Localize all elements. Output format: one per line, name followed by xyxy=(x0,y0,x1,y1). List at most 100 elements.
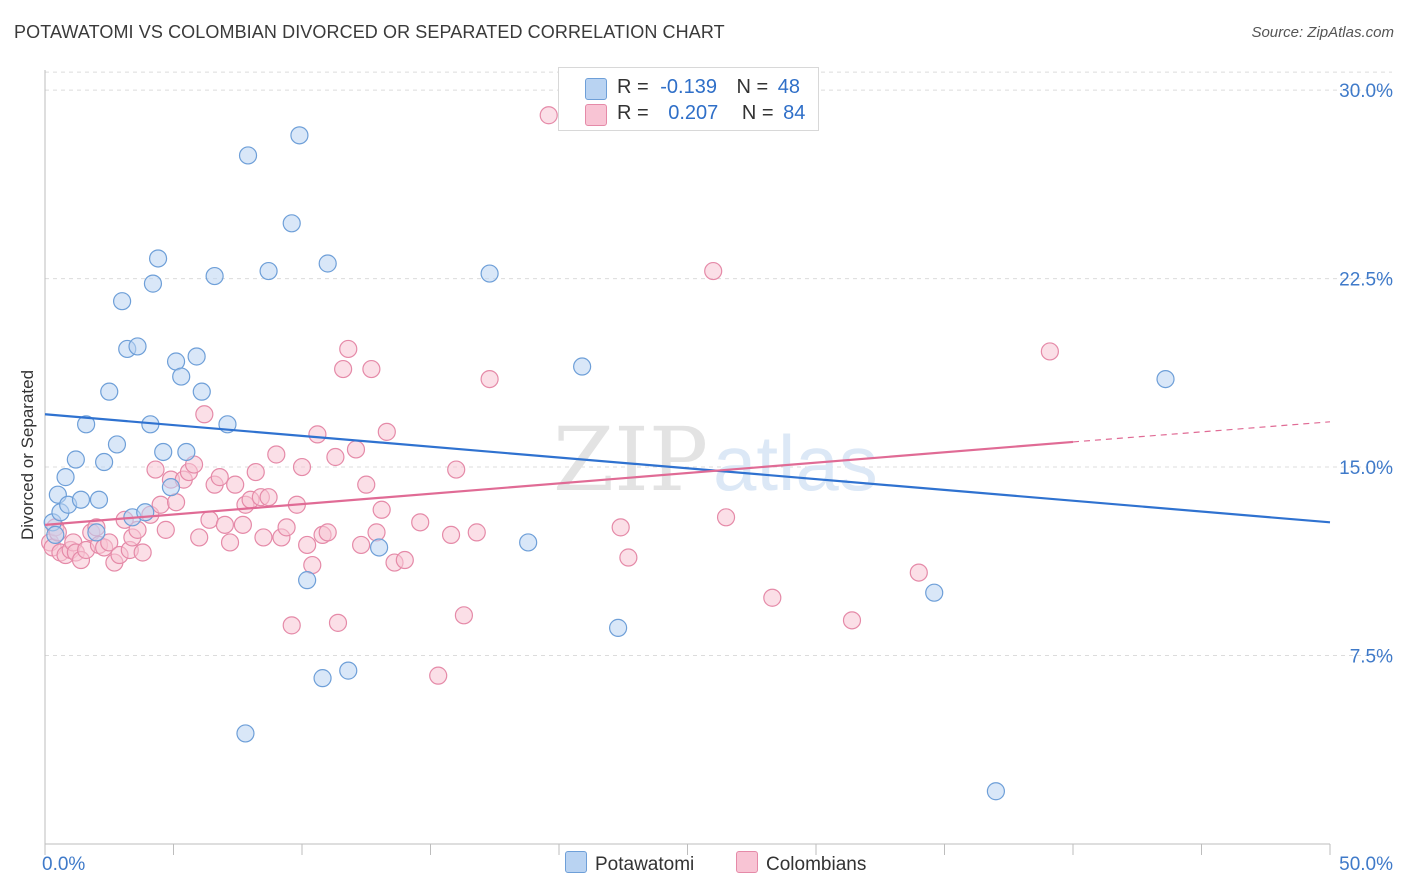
colombians-point xyxy=(210,468,229,487)
colombians-point xyxy=(362,359,381,379)
potawatomi-point xyxy=(298,571,317,590)
potawatomi-point xyxy=(143,274,163,293)
potawatomi-point xyxy=(172,367,191,386)
legend-r-value: -0.139 xyxy=(660,76,717,98)
colombians-point xyxy=(704,261,723,281)
colombians-point xyxy=(146,460,165,479)
colombians-point xyxy=(166,493,186,512)
potawatomi-point xyxy=(573,357,592,376)
colombians-point xyxy=(156,520,175,539)
legend-n-value: 48 xyxy=(777,76,801,98)
colombians-point xyxy=(328,613,348,632)
colombians-point xyxy=(200,510,219,529)
potawatomi-point xyxy=(339,661,358,680)
legend-n-value: 84 xyxy=(783,102,806,124)
legend-item-colombians: Colombians xyxy=(736,851,866,876)
axes xyxy=(44,70,1331,855)
chart-source: Source: ZipAtlas.com xyxy=(1251,24,1394,41)
potawatomi-point xyxy=(161,478,181,497)
colombians-point xyxy=(277,518,296,537)
colombians-trend-extension xyxy=(1072,421,1331,443)
potawatomi-point xyxy=(46,525,65,545)
colombians-point xyxy=(1040,342,1059,361)
colombians-point xyxy=(133,543,152,562)
potawatomi-point xyxy=(128,337,147,356)
potawatomi-point xyxy=(187,347,206,366)
colombians-point xyxy=(357,475,376,494)
potawatomi-point xyxy=(77,415,96,434)
legend-swatch-potawatomi xyxy=(585,78,607,100)
colombians-point xyxy=(619,548,638,567)
potawatomi-point xyxy=(71,490,91,509)
potawatomi-point xyxy=(236,724,255,743)
legend-label-colombians: Colombians xyxy=(766,854,867,875)
colombians-point xyxy=(246,462,265,482)
watermark: ZIP atlas xyxy=(553,408,878,511)
potawatomi-point xyxy=(290,126,309,145)
colombians-point xyxy=(441,525,461,545)
potawatomi-point xyxy=(112,292,132,311)
potawatomi-point xyxy=(986,782,1006,801)
potawatomi-point xyxy=(480,264,499,283)
legend-r-label: R = xyxy=(617,102,649,124)
potawatomi-point xyxy=(238,146,258,165)
colombians-point xyxy=(226,475,245,494)
colombians-point xyxy=(308,425,327,444)
potawatomi-point xyxy=(148,249,168,268)
colombians-point xyxy=(254,528,273,547)
colombians-point xyxy=(334,359,353,379)
tick-labels: 7.5% 15.0% 22.5% 30.0% 0.0% 50.0% xyxy=(42,81,1393,875)
y-axis-title: Divorced or Separated xyxy=(18,370,37,540)
legend-n-label: N = xyxy=(741,102,774,124)
legend-item-potawatomi: Potawatomi xyxy=(565,851,694,876)
trend-lines xyxy=(44,413,1331,526)
legend-swatch-colombians xyxy=(585,104,607,126)
colombians-point xyxy=(282,616,301,635)
colombians-point xyxy=(611,518,630,537)
colombians-point xyxy=(372,500,391,519)
potawatomi-point xyxy=(87,523,106,542)
potawatomi-point xyxy=(313,669,332,688)
colombians-point xyxy=(480,369,499,389)
potawatomi-point xyxy=(925,583,944,602)
colombians-point xyxy=(267,445,286,464)
colombians-point xyxy=(411,513,430,532)
colombians-point xyxy=(215,515,234,534)
legend-swatch-potawatomi xyxy=(565,851,587,873)
colombians-point xyxy=(303,555,322,575)
colombians-point xyxy=(352,535,371,555)
potawatomi-point xyxy=(154,442,173,462)
colombians-point xyxy=(292,457,312,477)
colombians-point xyxy=(429,666,448,685)
potawatomi-point xyxy=(100,382,119,401)
legend-label-potawatomi: Potawatomi xyxy=(595,854,695,875)
legend-r-label: R = xyxy=(617,76,649,98)
colombians-point xyxy=(842,611,862,630)
potawatomi-trend-line xyxy=(44,413,1331,524)
colombians-point xyxy=(377,422,396,441)
potawatomi-point xyxy=(609,618,628,637)
colombians-point xyxy=(195,405,214,424)
x-tick-label: 50.0% xyxy=(1339,854,1393,875)
colombians-point xyxy=(395,550,414,570)
potawatomi-point xyxy=(89,490,109,509)
colombians-point xyxy=(151,495,170,514)
potawatomi-point xyxy=(107,435,127,454)
colombians-point xyxy=(539,106,558,125)
potawatomi-point xyxy=(1156,369,1175,389)
potawatomi-point xyxy=(66,450,85,469)
y-tick-label: 22.5% xyxy=(1339,270,1393,291)
colombians-point xyxy=(190,528,209,547)
watermark-atlas: atlas xyxy=(713,419,878,507)
colombians-point xyxy=(220,533,240,552)
potawatomi-point xyxy=(95,452,114,472)
potawatomi-point xyxy=(370,538,389,557)
y-tick-label: 15.0% xyxy=(1339,458,1393,479)
colombians-point xyxy=(233,515,252,534)
legend-n-label: N = xyxy=(736,76,769,98)
potawatomi-point xyxy=(166,352,186,371)
colombians-point xyxy=(447,460,466,479)
potawatomi-point xyxy=(318,254,337,273)
colombians-point xyxy=(298,535,317,555)
colombians-point xyxy=(326,447,345,467)
